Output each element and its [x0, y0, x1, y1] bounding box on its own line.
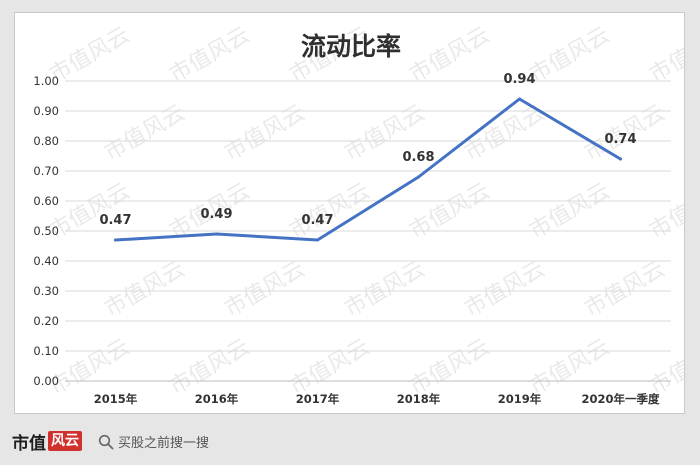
series-line: [114, 97, 622, 242]
brand-name-badge: 风云: [48, 431, 82, 451]
watermark-text: 市值风云: [646, 335, 687, 401]
x-axis: 2015年 2016年 2017年 2018年 2019年 2020年一季度: [94, 392, 660, 406]
data-label: 0.68: [402, 150, 434, 165]
x-tick-label: 2018年: [397, 392, 441, 406]
watermark-text: 市值风云: [646, 23, 687, 89]
brand-name: 市值: [12, 433, 46, 454]
data-label: 0.47: [99, 213, 131, 228]
y-tick-label: 0.10: [33, 344, 59, 358]
y-tick-label: 0.00: [33, 374, 59, 388]
y-tick-label: 0.20: [33, 314, 59, 328]
watermark-text: 市值风云: [461, 257, 550, 323]
x-tick-label: 2019年: [498, 392, 542, 406]
data-point: [619, 157, 622, 161]
data-point: [215, 232, 218, 236]
y-tick-label: 0.50: [33, 224, 59, 238]
data-point: [114, 238, 117, 242]
y-tick-label: 0.90: [33, 104, 59, 118]
data-labels: 0.47 0.49 0.47 0.68 0.94 0.74: [99, 72, 636, 228]
watermark-text: 市值风云: [526, 179, 615, 245]
brand-logo: 市值 风云: [12, 430, 82, 454]
watermark-text: 市值风云: [526, 335, 615, 401]
search-prompt[interactable]: 买股之前搜一搜: [118, 436, 210, 451]
y-tick-label: 0.30: [33, 284, 59, 298]
watermark-text: 市值风云: [646, 179, 687, 245]
gridlines: [65, 80, 671, 382]
watermark-text: 市值风云: [286, 335, 375, 401]
data-point: [417, 175, 420, 179]
search-icon: [98, 434, 114, 450]
watermark-text: 市值风云: [406, 23, 495, 89]
watermark-text: 市值风云: [166, 23, 255, 89]
series-layer: [114, 97, 622, 242]
watermark-text: 市值风云: [166, 335, 255, 401]
data-label: 0.49: [200, 207, 232, 222]
watermark-text: 市值风云: [406, 335, 495, 401]
data-point: [316, 238, 319, 242]
x-tick-label: 2015年: [94, 392, 138, 406]
watermark-text: 市值风云: [406, 179, 495, 245]
x-tick-label: 2020年一季度: [581, 392, 660, 406]
watermark-text: 市值风云: [221, 101, 310, 167]
y-tick-label: 0.60: [33, 194, 59, 208]
y-tick-label: 0.40: [33, 254, 59, 268]
data-label: 0.74: [604, 132, 636, 147]
y-tick-label: 1.00: [33, 74, 59, 88]
data-label: 0.47: [301, 213, 333, 228]
y-tick-label: 0.80: [33, 134, 59, 148]
x-tick-label: 2016年: [195, 392, 239, 406]
watermark-text: 市值风云: [341, 257, 430, 323]
watermark-text: 市值风云: [101, 101, 190, 167]
chart-card: 市值风云 市值风云 市值风云 市值风云 市值风云 市值风云 市值风云 市值风云 市值风云 市值风云…: [14, 12, 687, 414]
watermark-text: 市值风云: [581, 257, 670, 323]
footer-bar: 市值 风云 买股之前搜一搜: [0, 418, 700, 465]
watermark-text: 市值风云: [526, 23, 615, 89]
x-tick-label: 2017年: [296, 392, 340, 406]
watermark-text: 市值风云: [221, 257, 310, 323]
data-label: 0.94: [503, 72, 535, 87]
data-point: [518, 97, 521, 101]
watermark-text: 市值风云: [101, 257, 190, 323]
y-tick-label: 0.70: [33, 164, 59, 178]
chart-title: 流动比率: [301, 32, 401, 61]
y-axis: 1.00 0.90 0.80 0.70 0.60 0.50 0.40 0.30 0.20 0.10…: [33, 74, 59, 388]
